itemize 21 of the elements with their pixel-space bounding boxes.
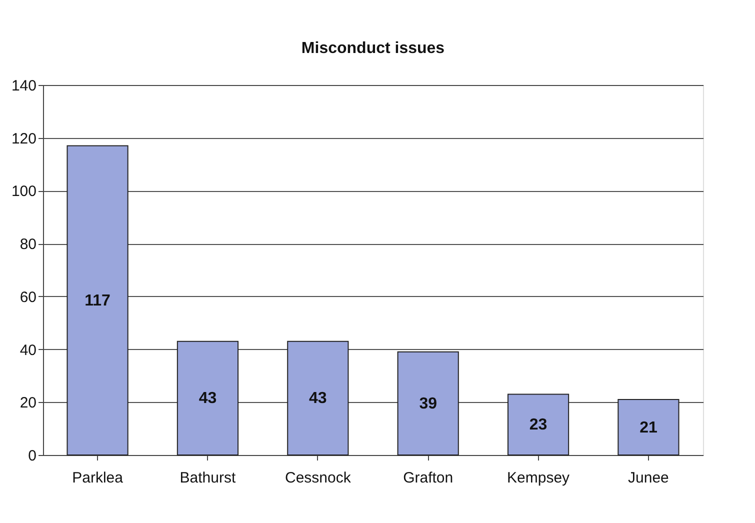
- y-tick-label: 120: [11, 130, 36, 148]
- data-label: 43: [198, 390, 217, 408]
- x-tick-label: Grafton: [403, 470, 454, 486]
- chart-title: Misconduct issues: [301, 40, 445, 57]
- x-tick-label: Junee: [628, 470, 669, 486]
- data-label: 39: [419, 395, 438, 412]
- y-tick-label: 100: [11, 183, 36, 200]
- data-label: 23: [529, 416, 548, 434]
- y-tick-label: 40: [20, 342, 36, 359]
- y-tick-label: 80: [20, 236, 36, 254]
- x-tick-label: Bathurst: [180, 470, 236, 486]
- x-tick-label: Cessnock: [284, 470, 352, 486]
- y-tick-label: 0: [28, 448, 36, 464]
- y-tick-label: 20: [20, 394, 36, 412]
- x-tick-label: Parklea: [72, 470, 124, 486]
- data-label: 43: [309, 390, 327, 408]
- data-label: 117: [84, 292, 111, 310]
- y-tick-label: 60: [20, 288, 36, 306]
- data-label: 21: [640, 419, 658, 436]
- y-tick-label: 140: [11, 78, 36, 94]
- x-tick-label: Kempsey: [507, 470, 570, 486]
